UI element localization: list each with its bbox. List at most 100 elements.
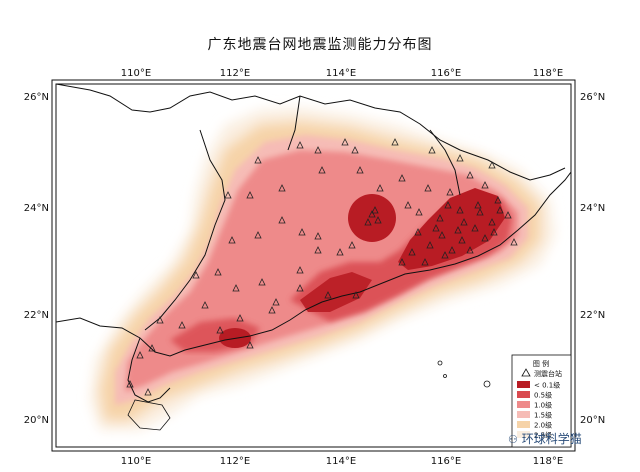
- bottom-lon-label: 116°E: [431, 456, 461, 467]
- top-lon-label: 114°E: [326, 68, 356, 79]
- legend-level-label: 2.0级: [534, 421, 552, 430]
- station-triangle: [481, 234, 489, 242]
- station-triangle: [496, 206, 504, 214]
- station-triangle: [421, 258, 429, 266]
- station-triangle: [236, 314, 244, 322]
- station-triangle: [504, 211, 512, 219]
- station-triangle: [228, 236, 236, 244]
- station-triangle: [156, 316, 164, 324]
- station-triangle: [404, 201, 412, 209]
- watermark-text: 环球科学猫: [521, 432, 582, 446]
- station-triangle: [438, 231, 446, 239]
- station-triangle: [201, 301, 209, 309]
- watermark: ⚇ 环球科学猫: [508, 430, 582, 447]
- right-lat-label: 20°N: [580, 415, 605, 426]
- station-triangle: [466, 246, 474, 254]
- station-triangle: [324, 291, 332, 299]
- station-triangle: [481, 181, 489, 189]
- legend-level-label: 1.5级: [534, 411, 552, 420]
- top-lon-label: 110°E: [121, 68, 151, 79]
- station-triangle: [192, 271, 200, 279]
- bottom-lon-label: 118°E: [533, 456, 563, 467]
- station-triangle: [432, 224, 440, 232]
- wechat-icon: ⚇: [508, 433, 518, 446]
- station-triangle: [258, 278, 266, 286]
- legend-level-label: 0.5级: [534, 391, 552, 400]
- station-triangle: [408, 248, 416, 256]
- left-lat-label: 22°N: [24, 310, 49, 321]
- station-triangle: [216, 326, 224, 334]
- left-lat-label: 20°N: [24, 415, 49, 426]
- top-lon-label: 112°E: [220, 68, 250, 79]
- station-triangle: [318, 166, 326, 174]
- station-triangle: [296, 284, 304, 292]
- station-triangle: [356, 166, 364, 174]
- station-triangle: [476, 208, 484, 216]
- legend-swatch: [517, 391, 530, 398]
- legend-swatch: [517, 421, 530, 428]
- station-triangle: [374, 216, 382, 224]
- station-triangle: [364, 218, 372, 226]
- station-triangle: [474, 201, 482, 209]
- bottom-lon-label: 110°E: [121, 456, 151, 467]
- station-triangle: [376, 184, 384, 192]
- station-triangle: [278, 184, 286, 192]
- station-triangle: [444, 201, 452, 209]
- right-lat-label: 22°N: [580, 310, 605, 321]
- legend-level-label: < 0.1级: [534, 381, 560, 390]
- station-triangle: [348, 241, 356, 249]
- station-triangle: [371, 206, 379, 214]
- legend-swatch: [517, 431, 530, 438]
- legend-title: 图 例: [533, 359, 549, 368]
- station-triangle: [398, 258, 406, 266]
- station-triangle: [460, 218, 468, 226]
- station-triangle: [254, 231, 262, 239]
- station-triangle: [148, 344, 156, 352]
- station-triangle: [415, 208, 423, 216]
- station-triangle: [458, 236, 466, 244]
- map-title: 广东地震台网地震监测能力分布图: [207, 37, 433, 53]
- station-triangle: [436, 214, 444, 222]
- station-triangle: [456, 154, 464, 162]
- station-triangle: [178, 321, 186, 329]
- station-triangle: [454, 226, 462, 234]
- station-triangle: [391, 138, 399, 146]
- station-triangle: [126, 380, 134, 388]
- map-content: [56, 84, 571, 431]
- legend-station-label: 测震台站: [534, 369, 562, 378]
- station-triangle: [441, 251, 449, 259]
- legend: 图 例 测震台站 < 0.1级0.5级1.0级1.5级2.0级2.5级: [511, 354, 572, 448]
- station-triangle: [314, 146, 322, 154]
- station-triangle: [214, 268, 222, 276]
- zone-lt0.1-xinfengjiang: [348, 194, 396, 242]
- station-triangle: [424, 184, 432, 192]
- station-triangle: [254, 156, 262, 164]
- station-triangle: [352, 291, 360, 299]
- left-lat-label: 26°N: [24, 92, 49, 103]
- station-triangle: [232, 284, 240, 292]
- left-lat-label: 24°N: [24, 203, 49, 214]
- legend-level-label: 1.0级: [534, 401, 552, 410]
- station-triangle: [368, 210, 376, 218]
- station-triangle-icon: [521, 368, 531, 377]
- station-triangle: [510, 238, 518, 246]
- station-triangle: [488, 218, 496, 226]
- station-triangle: [351, 146, 359, 154]
- top-lon-label: 118°E: [533, 68, 563, 79]
- station-triangle: [471, 224, 479, 232]
- station-triangle: [298, 228, 306, 236]
- station-triangle: [494, 196, 502, 204]
- islands: [127, 360, 491, 431]
- station-triangle: [336, 248, 344, 256]
- station-triangle: [314, 246, 322, 254]
- station-triangle: [314, 232, 322, 240]
- station-triangle: [426, 241, 434, 249]
- legend-swatch: [517, 401, 530, 408]
- station-triangle: [268, 306, 276, 314]
- station-triangle: [466, 171, 474, 179]
- zone-lt0.1-pearl-river: [300, 272, 372, 312]
- seismic-stations: [126, 138, 518, 396]
- station-triangle: [448, 246, 456, 254]
- map-frame: [51, 79, 576, 452]
